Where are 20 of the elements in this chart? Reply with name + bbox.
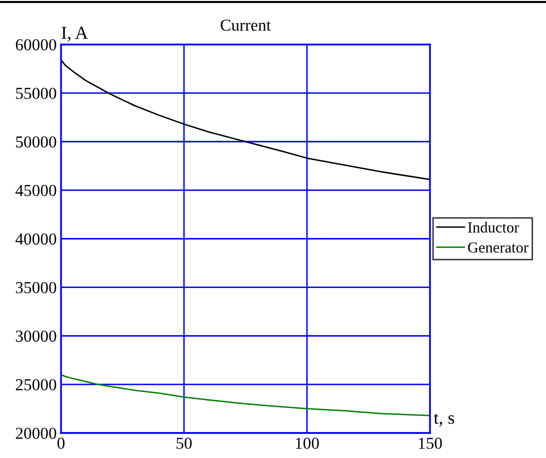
y-tick-label: 35000 — [16, 282, 56, 294]
x-axis-title: t, s — [434, 414, 454, 427]
y-tick-label: 45000 — [15, 184, 56, 196]
line-series — [61, 59, 430, 180]
y-tick-label: 40000 — [15, 233, 56, 245]
line-series — [61, 374, 430, 416]
y-tick-label: 60000 — [16, 39, 56, 50]
legend-label: Generator — [468, 242, 528, 253]
chart-title: Current — [220, 20, 271, 31]
x-tick-label: 100 — [296, 438, 319, 449]
y-tick-label: 55000 — [16, 88, 56, 100]
y-axis-title: I, A — [62, 26, 88, 42]
x-tick-label: 50 — [176, 438, 192, 449]
x-tick-label: 0 — [57, 438, 65, 449]
y-tick-label: 20000 — [16, 428, 56, 439]
legend-label: Inductor — [468, 222, 520, 233]
y-tick-label: 50000 — [16, 136, 56, 148]
y-tick-label: 30000 — [16, 330, 56, 342]
x-tick-label: 150 — [418, 438, 442, 449]
y-tick-label: 25000 — [16, 379, 56, 390]
